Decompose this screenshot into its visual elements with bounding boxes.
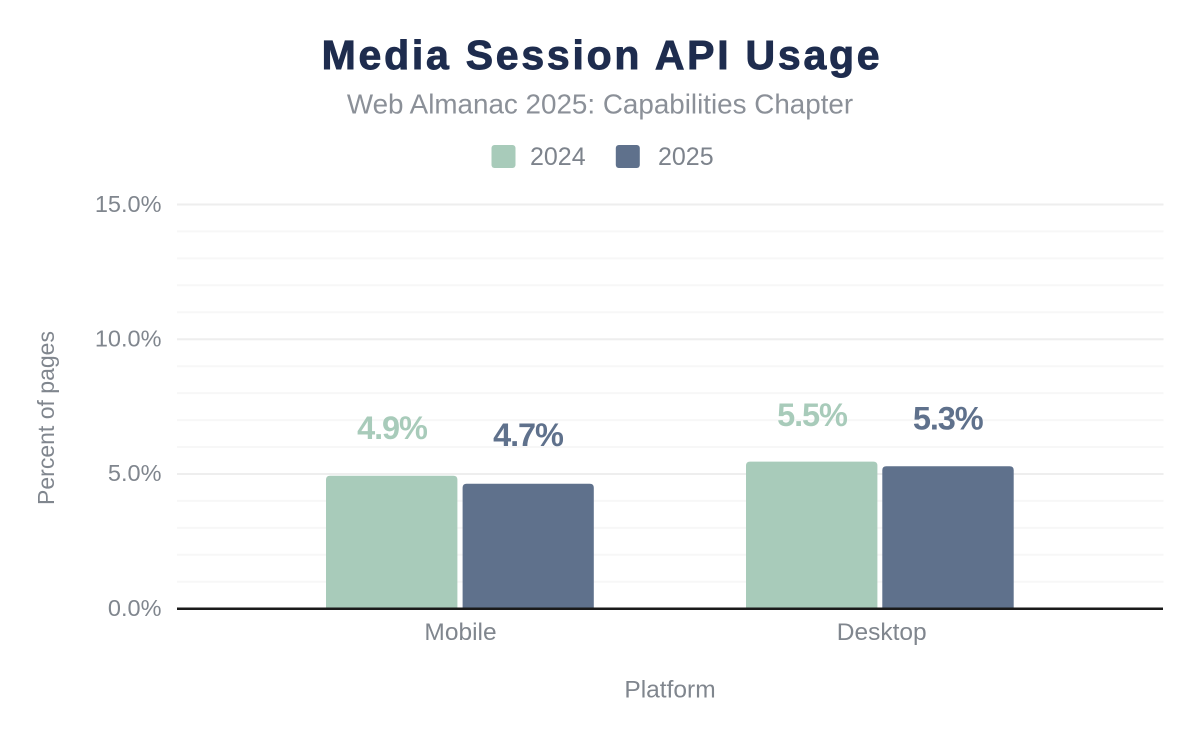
- svg-text:4.7%: 4.7%: [493, 417, 564, 453]
- svg-text:Desktop: Desktop: [837, 619, 927, 646]
- svg-text:Mobile: Mobile: [424, 619, 496, 646]
- svg-text:Percent of pages: Percent of pages: [33, 331, 59, 505]
- svg-text:5.0%: 5.0%: [108, 460, 162, 486]
- svg-text:Platform: Platform: [624, 676, 715, 703]
- svg-text:Web Almanac 2025: Capabilities: Web Almanac 2025: Capabilities Chapter: [347, 89, 853, 120]
- svg-text:5.3%: 5.3%: [913, 401, 984, 437]
- svg-text:10.0%: 10.0%: [95, 326, 162, 352]
- svg-text:2025: 2025: [658, 143, 714, 171]
- svg-text:Media Session API Usage: Media Session API Usage: [322, 32, 883, 78]
- svg-text:15.0%: 15.0%: [95, 191, 162, 217]
- svg-text:5.5%: 5.5%: [777, 397, 848, 433]
- svg-text:2024: 2024: [530, 143, 586, 171]
- svg-text:0.0%: 0.0%: [108, 595, 162, 621]
- svg-text:4.9%: 4.9%: [357, 410, 428, 446]
